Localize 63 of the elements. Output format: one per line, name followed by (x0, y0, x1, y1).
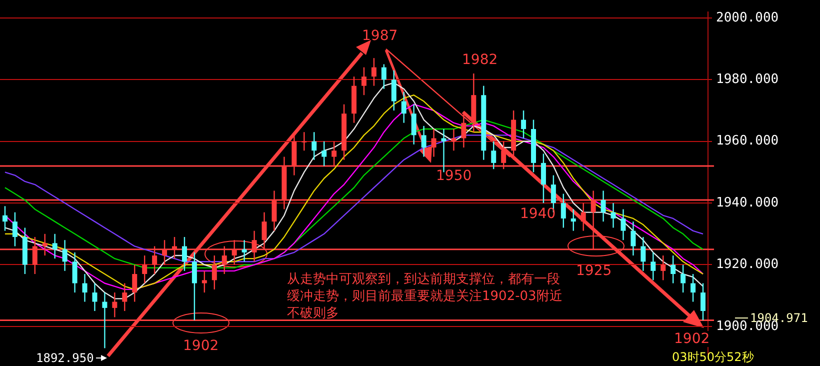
candlestick (391, 70, 396, 112)
candlestick (92, 282, 98, 312)
candlestick (690, 273, 696, 302)
candlestick (650, 252, 656, 281)
annotation: 1950 (436, 168, 472, 184)
candlestick (212, 254, 217, 290)
candlestick (82, 273, 88, 302)
annotation: 1940 (520, 206, 556, 222)
candlestick (182, 236, 187, 272)
candlestick (12, 212, 18, 247)
candlestick (600, 190, 606, 222)
candlestick (242, 239, 247, 262)
annotation: 1892.950 (36, 350, 94, 366)
candlestick (660, 254, 666, 281)
candlestick (102, 292, 108, 349)
candlestick (491, 140, 496, 170)
y-tick-label: 1960.000 (716, 134, 779, 149)
y-tick-label: 1940.000 (716, 195, 779, 210)
candlestick (192, 252, 197, 321)
candlestick (451, 128, 456, 152)
y-tick-label: 1980.000 (716, 72, 779, 88)
candlestick (411, 104, 416, 146)
candlestick (700, 282, 706, 321)
candlestick (560, 193, 566, 228)
candlestick (2, 206, 8, 232)
candlestick (620, 208, 626, 241)
y-tick-label: 1920.000 (716, 257, 779, 272)
candlestick (381, 64, 386, 90)
annotation: 1987 (362, 28, 398, 44)
candlestick (132, 264, 138, 302)
candlestick (640, 236, 646, 272)
candlestick (371, 57, 376, 86)
annotation: 1925 (576, 263, 612, 279)
candlestick (302, 132, 307, 152)
candlestick (461, 112, 466, 148)
candlestick (580, 202, 586, 232)
candlestick (361, 66, 366, 96)
candlestick (421, 125, 426, 158)
annotation: 1902 (183, 338, 219, 354)
candlestick (122, 282, 128, 312)
y-tick-label: 1900.000 (716, 318, 779, 334)
candlestick (142, 254, 148, 284)
candlestick (322, 140, 327, 167)
candlestick (670, 254, 676, 284)
candlestick (540, 153, 546, 204)
candlestick (521, 110, 526, 139)
candlestick (570, 208, 576, 232)
candlestick (312, 132, 317, 160)
annotation: 03时50分52秒 (672, 349, 754, 365)
annotation: 1982 (462, 52, 498, 68)
candlestick (202, 270, 207, 294)
candlestick (72, 252, 78, 294)
candlestick (630, 220, 636, 256)
y-tick-label: 2000.000 (716, 10, 779, 26)
candlestick (62, 239, 68, 272)
candlestick (610, 202, 616, 228)
candlestick (431, 128, 436, 158)
candlestick (52, 233, 58, 260)
candlestick (401, 91, 406, 124)
candlestick (112, 292, 118, 318)
annotation: 1902 (674, 331, 710, 347)
candlestick (680, 264, 686, 294)
annotation: 从走势中可观察到，到达前期支撑位，都有一段缓冲走势，则目前最重要就是关注1902-03附近不破则多 (287, 271, 564, 322)
